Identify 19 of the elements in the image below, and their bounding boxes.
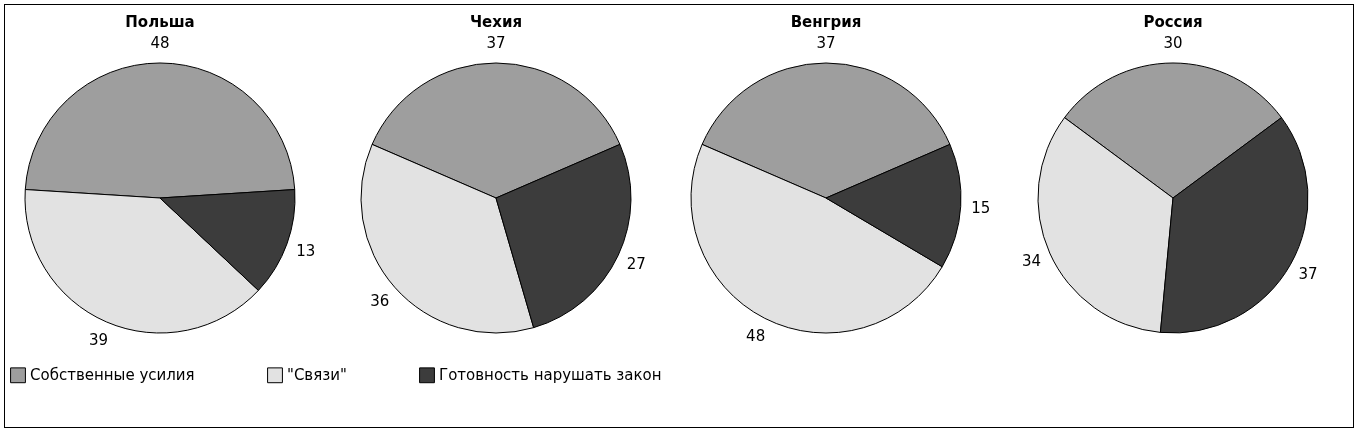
data-label: 30 [1163, 34, 1183, 52]
data-label: 34 [1021, 252, 1042, 271]
data-label: 39 [88, 331, 108, 350]
chart-title: Чехия [469, 13, 523, 31]
data-label: 27 [626, 255, 646, 273]
data-label: 48 [150, 34, 170, 52]
chart-title: Венгрия [790, 13, 862, 31]
data-label: 37 [816, 34, 836, 52]
legend-label: "Связи" [287, 366, 347, 385]
data-label: 13 [296, 241, 316, 260]
data-label: 48 [746, 327, 766, 346]
data-label: 37 [1298, 265, 1318, 284]
data-label: 37 [486, 34, 506, 52]
chart-title: Польша [125, 13, 195, 31]
legend-label: Готовность нарушать закон [439, 366, 662, 385]
legend-label: Собственные усилия [30, 366, 195, 385]
data-label: 15 [971, 198, 991, 217]
data-label: 36 [370, 291, 390, 310]
chart-title: Россия [1143, 13, 1203, 31]
